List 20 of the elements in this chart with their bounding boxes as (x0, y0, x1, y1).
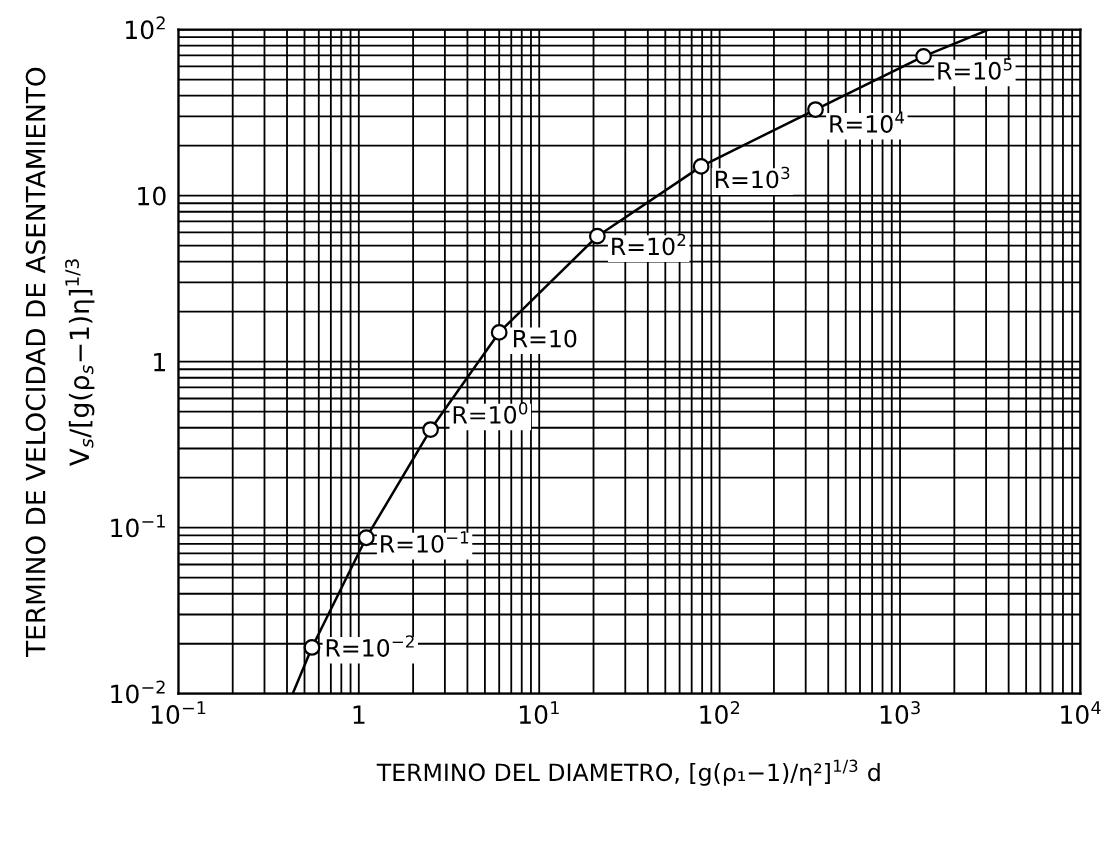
x-axis-title: TERMINO DEL DIAMETRO, [g(ρ₁−1)/η²]$^{1/3}$ d (376, 759, 880, 786)
y-tick-label: 1 (154, 352, 165, 372)
x-tick-label: 10$^{4}$ (1061, 701, 1101, 725)
annotation: R=10$^{3}$ (715, 166, 790, 189)
x-tick-label: 10$^{1}$ (519, 701, 559, 725)
y-tick-label: 10$^{−1}$ (111, 514, 165, 538)
annotation: R=10$^{−1}$ (381, 531, 469, 553)
x-tick-label: 10$^{2}$ (700, 701, 740, 724)
y-tick-label: 10$^{−2}$ (111, 680, 165, 704)
annotation: R=10$^{2}$ (612, 233, 686, 256)
y-tick-label: 10$^{2}$ (126, 16, 165, 40)
y-axis-title: TERMINO DE VELOCIDAD DE ASENTAMIENTO V$_{s}$/[g(ρ$_{s}$−1)η]$^{1/3}$ (25, 67, 95, 658)
annotation: R=10$^{0}$ (453, 402, 528, 424)
annotation: R=10$^{−2}$ (326, 635, 414, 657)
y-tick-label: 10 (138, 186, 166, 206)
annotation: R=10$^{5}$ (938, 58, 1012, 80)
annotation: R=10 (514, 329, 577, 348)
x-tick-label: 10$^{3}$ (880, 701, 920, 724)
annotation: R=10$^{4}$ (830, 111, 905, 133)
x-tick-label: 1 (353, 705, 365, 724)
